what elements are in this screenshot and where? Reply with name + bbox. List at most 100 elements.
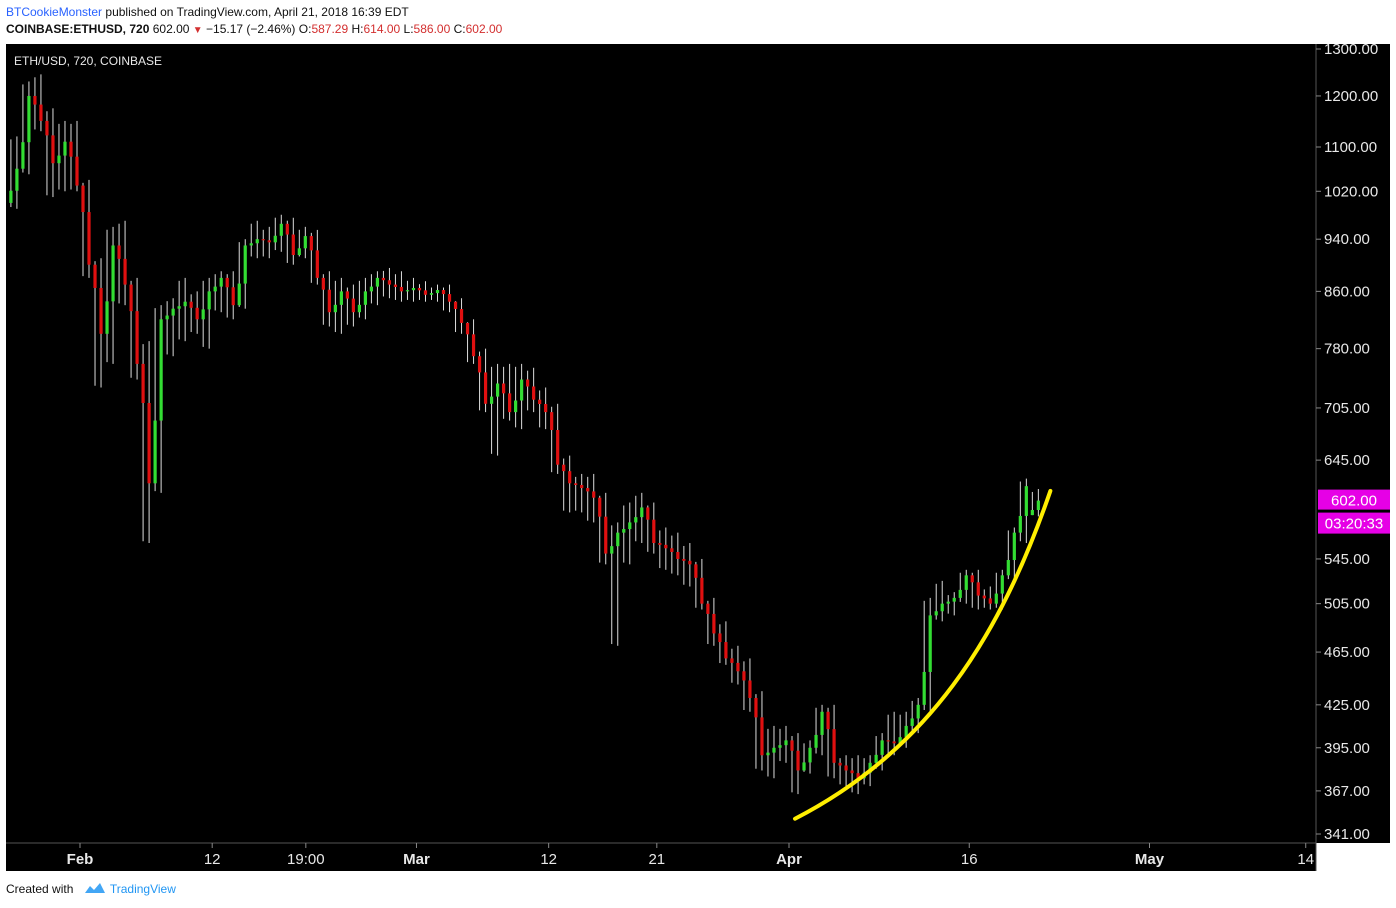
candle [123,220,127,306]
last-price-label: 602.00 [1331,493,1377,510]
candle [201,280,205,347]
candle [976,569,980,610]
down-arrow-icon: ▼ [192,25,203,36]
candle [988,586,992,610]
candle [994,572,998,608]
candle [417,284,422,300]
candle [405,280,410,300]
candle [652,502,656,554]
candle [177,280,181,340]
candle [736,645,740,685]
price-tick-label: 780.00 [1324,341,1370,358]
candle [51,108,55,198]
candle [309,232,313,283]
candle [501,366,506,419]
candle [532,367,536,413]
author-link[interactable]: BTCookieMonster [6,5,103,19]
curve-trendline[interactable] [793,488,1053,821]
candle [808,740,812,774]
candle [766,728,770,777]
candle [135,277,139,380]
candle [820,704,824,756]
candle [39,74,43,132]
candle [489,366,494,454]
candle [429,287,434,300]
candle [231,271,235,320]
candle [760,691,764,771]
candle [592,473,596,523]
candle [958,572,962,602]
time-ticks: Feb 12 19:00 Mar 12 21 Apr 16 May 14 [67,843,1314,868]
candle [345,287,349,325]
trendline-layer[interactable] [793,488,1053,821]
candle [75,120,79,192]
candle [634,495,638,542]
candle [129,280,133,378]
candle [904,711,908,748]
candle [850,758,854,793]
candle [544,387,548,430]
price-axis[interactable] [1316,44,1390,843]
candle [381,270,386,297]
time-axis[interactable] [6,843,1316,871]
chart-header: BTCookieMonster published on TradingView… [6,4,502,39]
candle [321,274,325,325]
candle [117,223,121,304]
candle [9,139,13,208]
candle [189,294,193,333]
candle [315,229,319,285]
candle [465,322,470,363]
price-tick-label: 505.00 [1324,596,1370,613]
candle [778,728,782,762]
candle [946,595,950,614]
created-with-text: Created with [6,882,74,896]
price-tick-label: 1200.00 [1324,88,1378,105]
candle [393,274,398,300]
candle [291,217,295,265]
candle [237,242,241,307]
candle [670,535,674,574]
candle [718,624,722,664]
candle [790,736,794,793]
candle [700,558,704,610]
candle [213,274,217,311]
time-tick-label: 14 [1297,851,1314,868]
low-value: 586.00 [413,22,451,36]
candle [922,600,926,711]
candle [754,694,758,769]
candle [562,458,566,511]
price-chart[interactable]: ETH/USD, 720, COINBASE 1300.00 1200.00 110… [0,0,1396,878]
candle [802,743,806,772]
plot-area[interactable] [6,44,1316,843]
candle [832,704,836,779]
candle [844,755,848,787]
candle [928,597,932,712]
candle [249,223,253,257]
chart-title: ETH/USD, 720, COINBASE [14,54,162,68]
candle [574,476,578,511]
price-tick-label: 465.00 [1324,644,1370,661]
candle [598,495,602,563]
tradingview-logo-icon [84,883,105,893]
last-price: 602.00 [152,22,190,36]
countdown-tag: 03:20:33 [1318,512,1390,534]
price-tick-label: 1100.00 [1324,139,1377,156]
candle [105,229,109,363]
candle [568,455,572,513]
candle [87,179,91,278]
candle [459,298,464,334]
candle [772,725,776,779]
close-value: 602.00 [465,22,503,36]
candle [147,341,151,544]
tradingview-link[interactable]: TradingView [109,882,176,896]
candle [508,363,512,421]
high-value: 614.00 [363,22,401,36]
candle [826,707,830,777]
candle [81,182,85,277]
candle [261,229,265,257]
candle [279,214,283,252]
candle [526,370,530,411]
candle [640,492,644,544]
time-tick-label: Apr [776,851,802,868]
candle [724,621,728,665]
